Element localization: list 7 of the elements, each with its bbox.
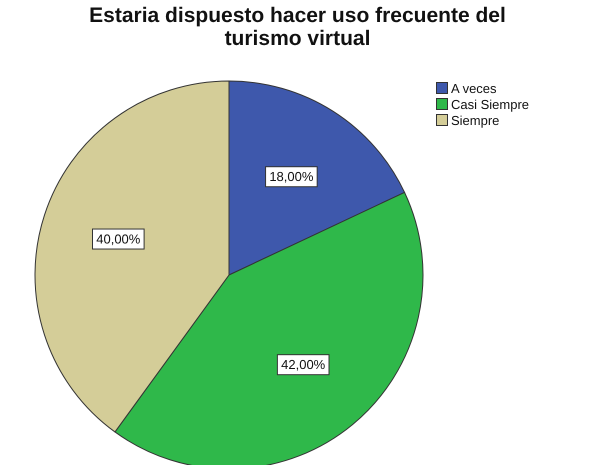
legend-label: Siempre [451,112,500,128]
data-label: 42,00% [281,357,326,372]
data-label: 18,00% [269,169,314,184]
legend-label: Casi Siempre [451,96,530,112]
legend-label: A veces [451,80,497,96]
data-label: 40,00% [96,232,141,247]
chart-title: Estaria dispuesto hacer uso frecuente del turismo virtual [88,4,507,50]
